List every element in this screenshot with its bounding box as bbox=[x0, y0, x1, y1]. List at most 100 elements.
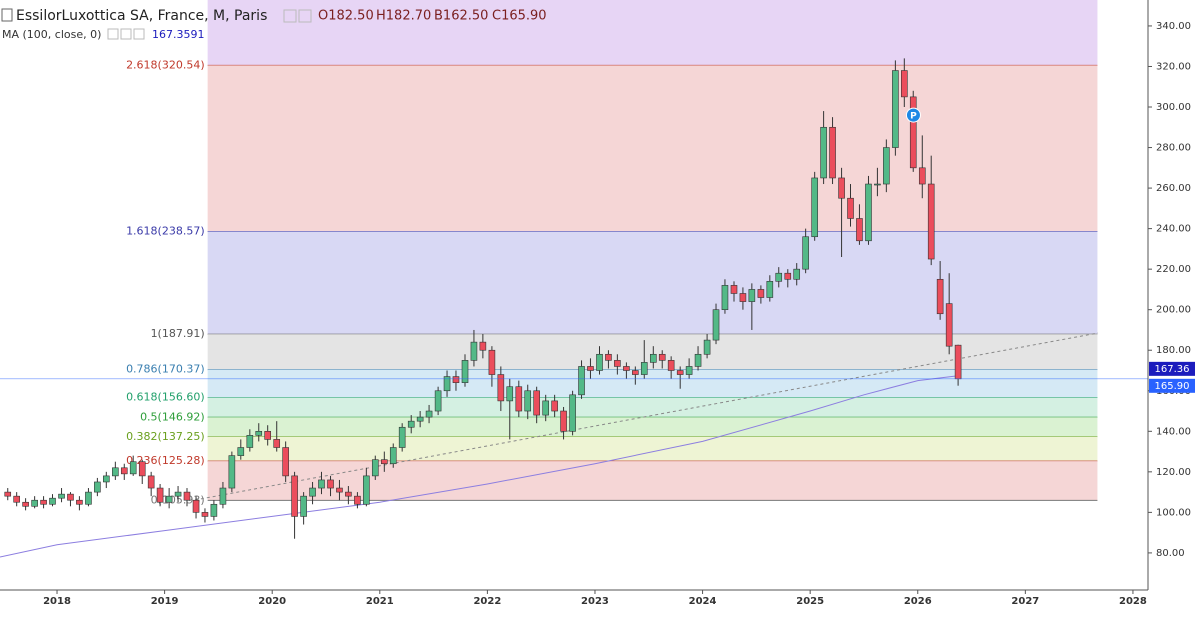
x-tick-label: 2023 bbox=[581, 596, 609, 607]
candle-body bbox=[918, 167, 926, 185]
candle-body bbox=[13, 495, 20, 503]
y-tick-label: 80.00 bbox=[1156, 548, 1185, 559]
y-tick-label: 120.00 bbox=[1156, 467, 1191, 478]
candle-body bbox=[927, 183, 935, 260]
y-tick-label: 300.00 bbox=[1156, 102, 1191, 113]
candle-body bbox=[381, 459, 388, 465]
candle-body bbox=[336, 487, 343, 493]
candle-body bbox=[183, 491, 191, 501]
candle-body bbox=[371, 459, 379, 477]
x-tick-label: 2024 bbox=[689, 596, 717, 607]
ohlc-open: O182.50 bbox=[318, 9, 374, 24]
fib-zone bbox=[207, 0, 1098, 66]
candle-body bbox=[954, 344, 962, 380]
candle-body bbox=[103, 475, 110, 483]
candle-body bbox=[533, 390, 540, 416]
indicator-name: MA (100, close, 0) bbox=[2, 28, 101, 41]
candle-body bbox=[49, 497, 56, 505]
candle-body bbox=[685, 366, 693, 375]
candle-body bbox=[398, 426, 406, 448]
candle-body bbox=[94, 481, 101, 493]
y-tick-label: 260.00 bbox=[1156, 183, 1191, 194]
x-tick-label: 2020 bbox=[258, 596, 286, 607]
candle-body bbox=[569, 394, 576, 432]
candle-body bbox=[31, 499, 38, 507]
ohlc-high: H182.70 bbox=[376, 9, 431, 24]
icon[interactable] bbox=[107, 28, 119, 40]
candle-body bbox=[389, 447, 397, 465]
fib-level-label: 1(187.91) bbox=[151, 327, 205, 340]
price-badge-label: 165.90 bbox=[1155, 381, 1190, 392]
candle-body bbox=[434, 390, 442, 412]
candle-body bbox=[237, 447, 245, 456]
candle-body bbox=[156, 487, 164, 503]
candle-body bbox=[730, 285, 738, 294]
candle-body bbox=[255, 431, 263, 436]
candle-body bbox=[210, 503, 218, 517]
candle-body bbox=[551, 400, 558, 412]
fib-zone bbox=[207, 65, 1098, 232]
candle-body bbox=[192, 499, 200, 513]
menu-icon[interactable] bbox=[1, 8, 13, 22]
candle-body bbox=[138, 461, 146, 477]
candle-body bbox=[354, 495, 361, 505]
y-tick-label: 200.00 bbox=[1156, 305, 1191, 316]
candle-body bbox=[85, 491, 92, 505]
candle-body bbox=[901, 70, 908, 98]
candle-body bbox=[757, 289, 765, 298]
candle-body bbox=[425, 410, 433, 418]
candle-body bbox=[829, 126, 836, 179]
icon[interactable] bbox=[298, 9, 312, 23]
candle-body bbox=[219, 487, 227, 505]
icon[interactable] bbox=[120, 28, 132, 40]
icon[interactable] bbox=[283, 9, 297, 23]
candle-body bbox=[739, 293, 747, 302]
fib-level-label: 0.786(170.37) bbox=[126, 363, 205, 376]
fib-zone bbox=[207, 334, 1098, 370]
candle-body bbox=[470, 341, 478, 361]
candle-body bbox=[4, 491, 12, 497]
candle-body bbox=[147, 475, 155, 489]
x-tick-label: 2021 bbox=[366, 596, 394, 607]
candle-body bbox=[883, 147, 890, 185]
ma-line bbox=[0, 375, 959, 558]
fib-zone bbox=[207, 417, 1098, 437]
candle-body bbox=[407, 420, 415, 428]
x-tick-label: 2025 bbox=[796, 596, 824, 607]
plot: P bbox=[0, 58, 1148, 558]
candle-body bbox=[766, 281, 774, 298]
icon[interactable] bbox=[133, 28, 145, 40]
candle-body bbox=[909, 96, 917, 169]
candle-body bbox=[712, 309, 720, 341]
fib-zone bbox=[207, 436, 1098, 462]
x-tick-label: 2027 bbox=[1011, 596, 1039, 607]
candle-body bbox=[443, 376, 451, 392]
candle-body bbox=[936, 278, 944, 315]
fib-zone bbox=[207, 231, 1098, 335]
candle-body bbox=[865, 183, 872, 242]
candle-body bbox=[300, 495, 307, 517]
candle-body bbox=[587, 366, 594, 371]
fib-zone bbox=[207, 369, 1098, 398]
fib-level-label: 0.618(156.60) bbox=[126, 391, 205, 404]
candle-body bbox=[416, 416, 424, 422]
candle-body bbox=[811, 177, 818, 238]
candle-body bbox=[667, 360, 675, 371]
candle-body bbox=[488, 349, 496, 375]
candle-body bbox=[264, 431, 271, 440]
candle-body bbox=[542, 400, 550, 416]
candle-body bbox=[820, 126, 827, 179]
annotation-marker bbox=[905, 107, 921, 123]
candle-body bbox=[461, 360, 469, 383]
x-tick-label: 2019 bbox=[151, 596, 179, 607]
price-badge bbox=[1149, 378, 1195, 393]
candle-body bbox=[120, 467, 128, 475]
candle-body bbox=[838, 177, 845, 199]
candle-body bbox=[874, 183, 881, 186]
candle-body bbox=[129, 461, 137, 475]
candle-body bbox=[640, 362, 648, 375]
header: EssilorLuxottica SA, France, M, Paris O1… bbox=[1, 8, 547, 41]
candle-body bbox=[515, 386, 523, 412]
y-tick-label: 280.00 bbox=[1156, 143, 1191, 154]
fib-level-label: 0.382(137.25) bbox=[126, 430, 205, 443]
